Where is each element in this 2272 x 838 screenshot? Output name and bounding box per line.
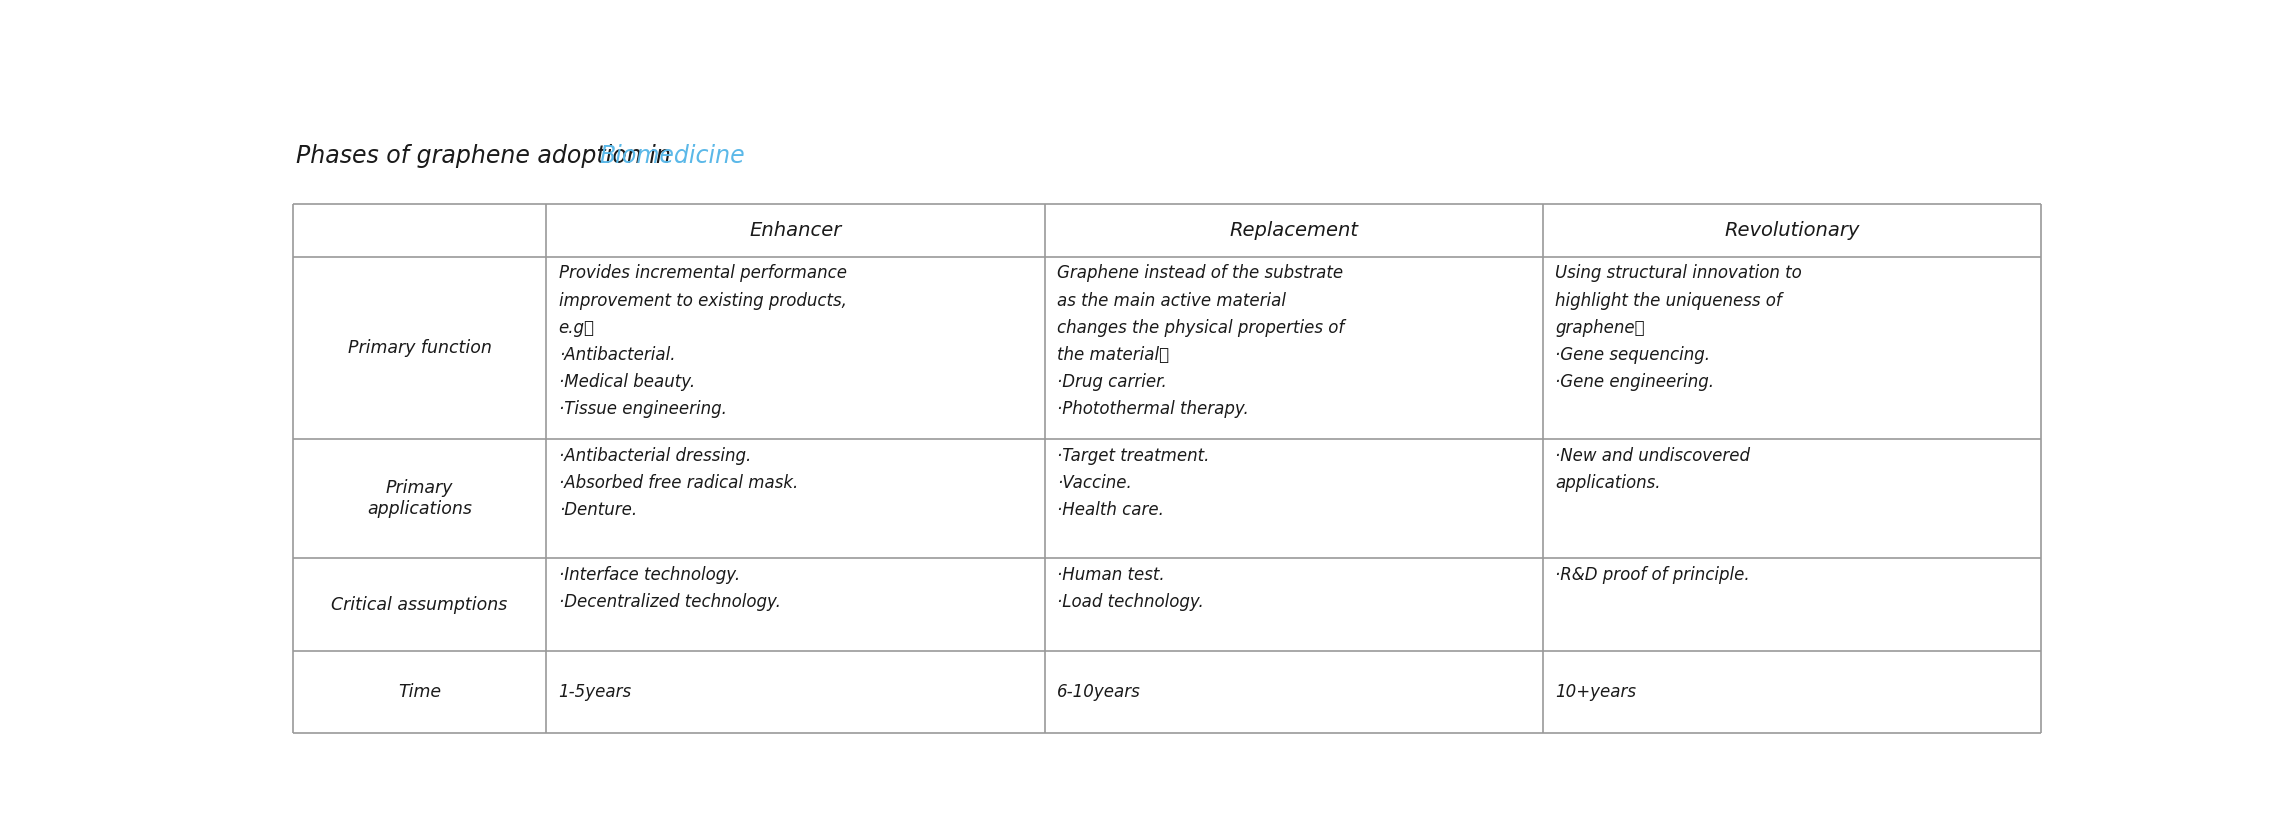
Text: ·Antibacterial dressing.
·Absorbed free radical mask.
·Denture.: ·Antibacterial dressing. ·Absorbed free …: [559, 447, 797, 520]
Text: Critical assumptions: Critical assumptions: [332, 596, 507, 613]
Text: Using structural innovation to
highlight the uniqueness of
graphene：
·Gene seque: Using structural innovation to highlight…: [1556, 265, 1802, 391]
Text: 10+years: 10+years: [1556, 683, 1636, 701]
Text: Biomedicine: Biomedicine: [600, 144, 745, 168]
Text: ·New and undiscovered
applications.: ·New and undiscovered applications.: [1556, 447, 1749, 492]
Text: ·Interface technology.
·Decentralized technology.: ·Interface technology. ·Decentralized te…: [559, 566, 782, 611]
Text: Primary function: Primary function: [348, 339, 491, 357]
Text: Provides incremental performance
improvement to existing products,
e.g：
·Antibac: Provides incremental performance improve…: [559, 265, 847, 418]
Text: Revolutionary: Revolutionary: [1724, 220, 1861, 240]
Text: 1-5years: 1-5years: [559, 683, 632, 701]
Text: ·Human test.
·Load technology.: ·Human test. ·Load technology.: [1056, 566, 1204, 611]
Text: ·Target treatment.
·Vaccine.
·Health care.: ·Target treatment. ·Vaccine. ·Health car…: [1056, 447, 1209, 520]
Text: Graphene instead of the substrate
as the main active material
changes the physic: Graphene instead of the substrate as the…: [1056, 265, 1345, 418]
Text: Time: Time: [398, 683, 441, 701]
Text: Replacement: Replacement: [1229, 220, 1359, 240]
Text: ·R&D proof of principle.: ·R&D proof of principle.: [1556, 566, 1749, 584]
Text: Phases of graphene adoption in: Phases of graphene adoption in: [295, 144, 679, 168]
Text: 6-10years: 6-10years: [1056, 683, 1141, 701]
Text: Primary
applications: Primary applications: [368, 479, 473, 518]
Text: Enhancer: Enhancer: [750, 220, 841, 240]
